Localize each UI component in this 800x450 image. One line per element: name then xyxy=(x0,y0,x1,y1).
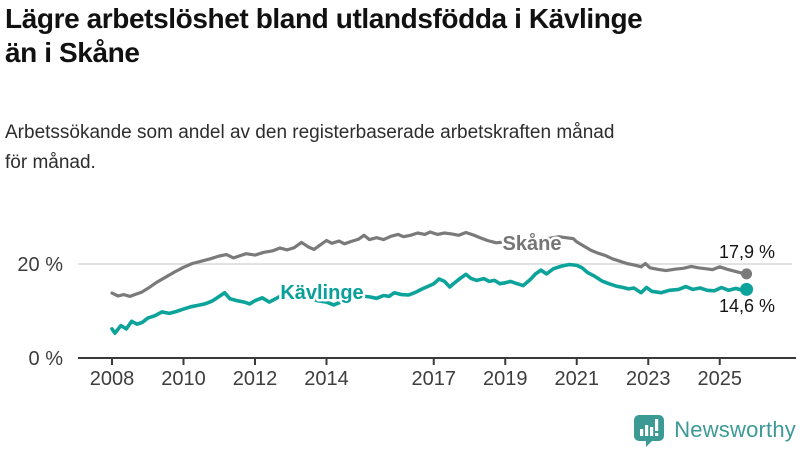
chart-subtitle-line-1: Arbetssökande som andel av den registerb… xyxy=(5,122,615,143)
bar-3 xyxy=(650,427,654,436)
exclamation-dot xyxy=(655,433,659,436)
x-tick-label-2017: 2017 xyxy=(412,368,457,390)
end-value-label-Kävlinge: 14,6 % xyxy=(719,296,775,316)
x-tick-label-2010: 2010 xyxy=(161,368,206,390)
line-Kävlinge xyxy=(110,262,749,335)
x-tick-label-2012: 2012 xyxy=(233,368,278,390)
chart-subtitle: Arbetssökande som andel av den registerb… xyxy=(5,118,795,178)
bar-2 xyxy=(645,425,649,436)
x-tick-label-2023: 2023 xyxy=(626,368,671,390)
bar-chart-speech-bubble-icon xyxy=(634,415,665,447)
end-dot-Skåne xyxy=(741,268,753,280)
exclamation-bar xyxy=(655,419,659,431)
x-tick-label-2025: 2025 xyxy=(698,368,743,390)
newsworthy-logo: Newsworthy xyxy=(632,413,796,447)
chart-subtitle-line-2: för månad. xyxy=(5,152,96,174)
x-tick-label-2019: 2019 xyxy=(483,368,528,390)
series-label-Kävlinge: Kävlinge xyxy=(280,282,363,304)
y-tick-label-20: 20 % xyxy=(17,254,63,276)
x-tick-label-2008: 2008 xyxy=(90,368,135,390)
page-title-line-2: än i Skåne xyxy=(5,36,140,68)
line-Skåne xyxy=(110,230,749,298)
newsworthy-logo-text: Newsworthy xyxy=(674,417,796,442)
page-title: Lägre arbetslöshet bland utlandsfödda i … xyxy=(5,2,795,69)
bar-1 xyxy=(640,429,644,436)
series-label-Skåne: Skåne xyxy=(503,232,562,255)
y-tick-label-0: 0 % xyxy=(29,348,64,370)
x-tick-label-2014: 2014 xyxy=(304,368,349,390)
page-title-line-1: Lägre arbetslöshet bland utlandsfödda i … xyxy=(5,3,643,34)
speech-bubble-shape xyxy=(634,415,665,447)
end-dot-Kävlinge xyxy=(740,282,754,296)
end-value-label-Skåne: 17,9 % xyxy=(719,242,775,262)
x-tick-label-2021: 2021 xyxy=(555,368,600,390)
